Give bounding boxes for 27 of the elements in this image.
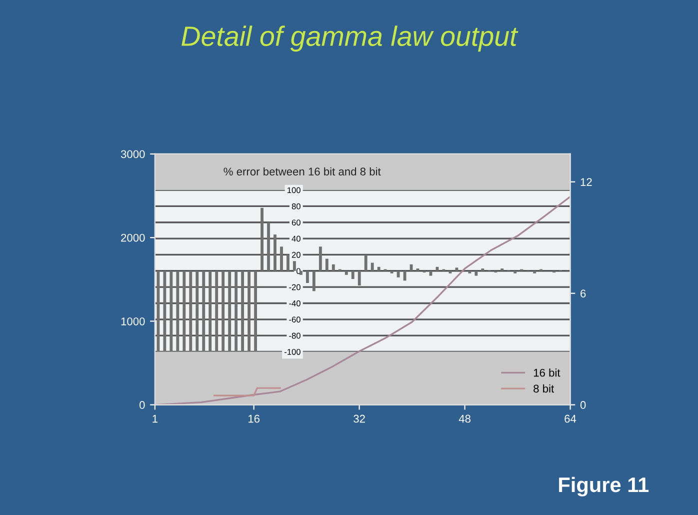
y2-tick-label: 12 [580,178,592,186]
y-tick-label: 100 [288,187,300,194]
y-tick-label: 20 [292,252,300,258]
y-tick-label: -20 [289,284,300,290]
legend-label: 8 bit [534,384,554,393]
x-tick-label: 64 [564,414,576,423]
x-tick-label: 32 [354,414,365,423]
y-tick-label: -80 [289,332,300,339]
y-tick-label: 1000 [121,317,145,326]
caption: Figure 11 [559,476,649,496]
x-tick-label: 1 [152,414,158,423]
y-tick-label: -60 [289,316,300,323]
y2-tick-label: 6 [580,290,586,298]
y-tick-label: 0 [139,401,145,409]
y-tick-label: 3000 [120,150,145,158]
y-tick-label: -40 [289,300,300,306]
chart-title: Detail of gamma law output [182,26,518,52]
y2-tick-label: 0 [580,401,586,409]
chart-title: % error between 16 bit and 8 bit [224,167,381,176]
y-tick-label: 60 [292,220,300,226]
y-tick-label: -100 [284,348,300,355]
legend-label: 16 bit [534,368,560,377]
y-tick-label: 2000 [121,234,145,242]
x-tick-label: 48 [458,414,470,423]
x-tick-label: 16 [248,414,260,423]
y-tick-label: 80 [292,203,300,210]
y-tick-label: 40 [292,236,300,242]
